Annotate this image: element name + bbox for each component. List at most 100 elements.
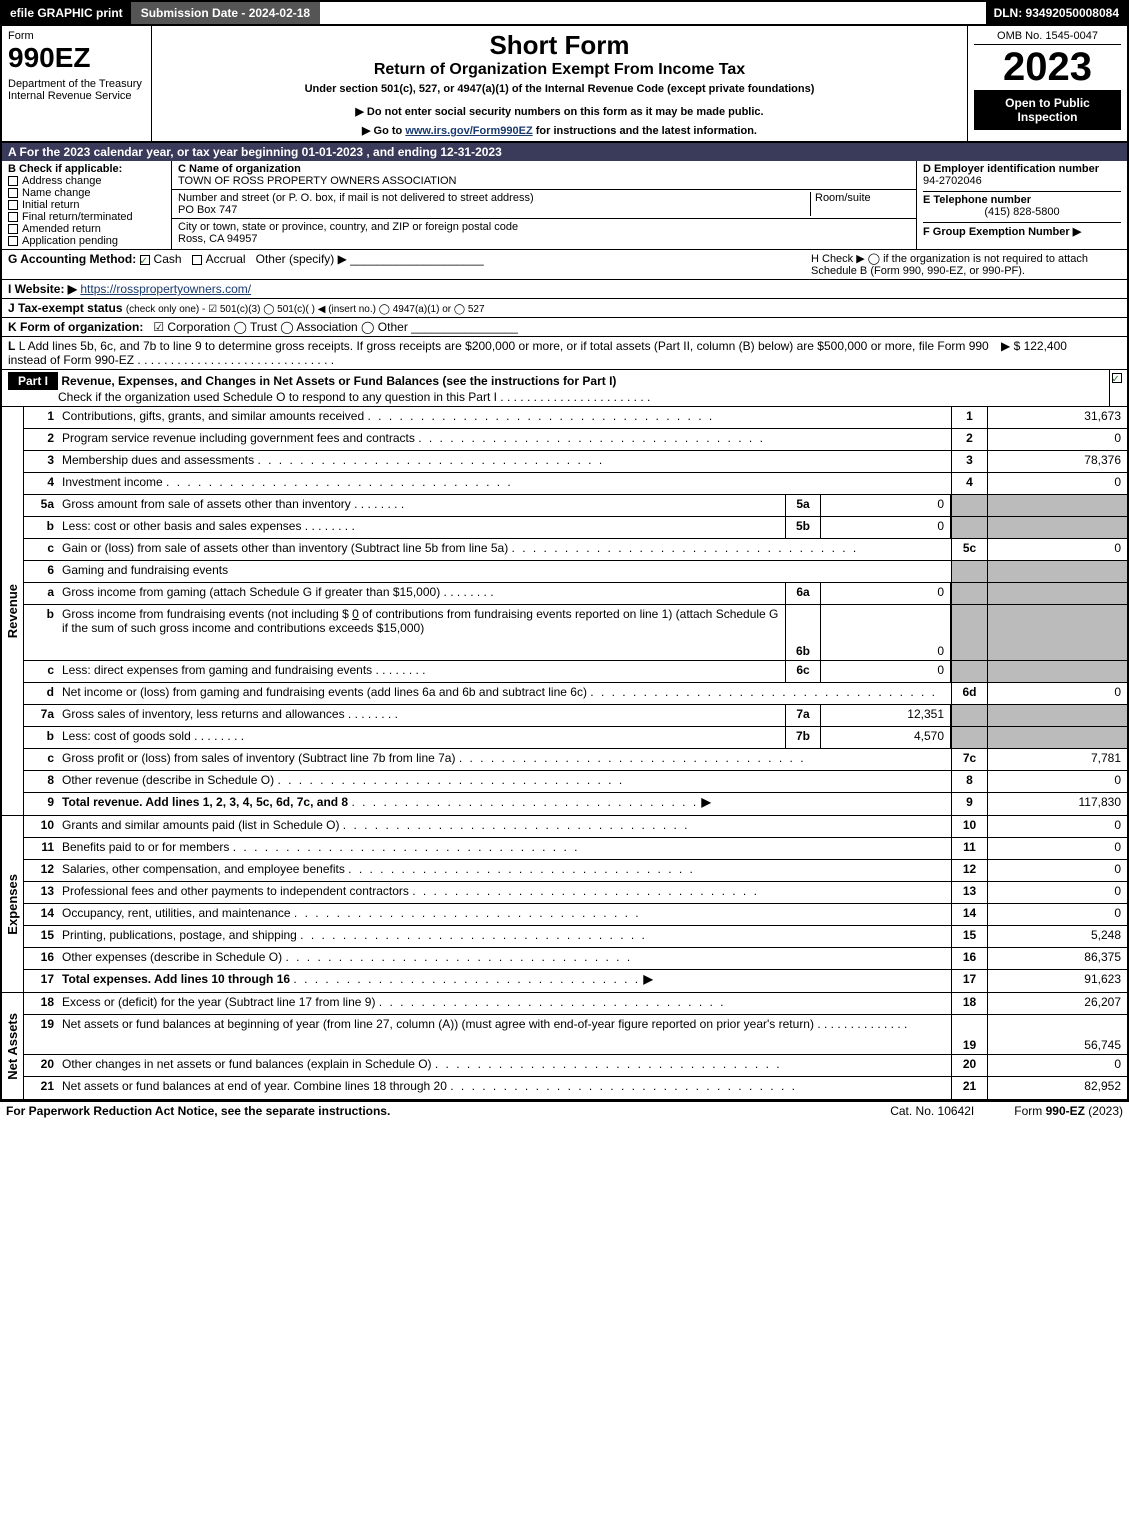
line-6c: c Less: direct expenses from gaming and …	[24, 661, 1127, 683]
line-6a: a Gross income from gaming (attach Sched…	[24, 583, 1127, 605]
row-j-tax-exempt: J Tax-exempt status (check only one) - ☑…	[0, 299, 1129, 318]
omb-number: OMB No. 1545-0047	[974, 30, 1121, 45]
street-value: PO Box 747	[178, 204, 810, 216]
chk-amended-return[interactable]: Amended return	[8, 223, 165, 235]
chk-application-pending[interactable]: Application pending	[8, 235, 165, 247]
line-7c: c Gross profit or (loss) from sales of i…	[24, 749, 1127, 771]
section-j-label: J Tax-exempt status	[8, 301, 123, 315]
irs-url-link[interactable]: www.irs.gov/Form990EZ	[405, 125, 532, 137]
part-i-checkbox[interactable]	[1112, 373, 1122, 383]
l-text: L Add lines 5b, 6c, and 7b to line 9 to …	[8, 339, 989, 367]
org-name: TOWN OF ROSS PROPERTY OWNERS ASSOCIATION	[178, 175, 910, 187]
line-6-header: 6 Gaming and fundraising events	[24, 561, 1127, 583]
accrual-label: Accrual	[206, 252, 246, 266]
line-2: 2 Program service revenue including gove…	[24, 429, 1127, 451]
short-form-title: Short Form	[158, 30, 961, 61]
chk-address-change[interactable]: Address change	[8, 175, 165, 187]
section-b-title: B Check if applicable:	[8, 163, 165, 175]
j-options: (check only one) - ☑ 501(c)(3) ◯ 501(c)(…	[126, 304, 485, 315]
line-16: 16 Other expenses (describe in Schedule …	[24, 948, 1127, 970]
line-15: 15 Printing, publications, postage, and …	[24, 926, 1127, 948]
l-amount: ▶ $ 122,400	[1001, 339, 1121, 367]
form-header: Form 990EZ Department of the Treasury In…	[0, 26, 1129, 143]
line-5a: 5a Gross amount from sale of assets othe…	[24, 495, 1127, 517]
line-19: 19 Net assets or fund balances at beginn…	[24, 1015, 1127, 1055]
dln: DLN: 93492050008084	[986, 2, 1127, 24]
label-org-name: C Name of organization	[178, 163, 910, 175]
row-l-gross-receipts: L L Add lines 5b, 6c, and 7b to line 9 t…	[0, 337, 1129, 370]
line-9: 9 Total revenue. Add lines 1, 2, 3, 4, 5…	[24, 793, 1127, 815]
section-i-label: I Website: ▶	[8, 282, 77, 296]
main-title: Return of Organization Exempt From Incom…	[158, 61, 961, 79]
side-label-revenue: Revenue	[5, 584, 20, 638]
line-14: 14 Occupancy, rent, utilities, and maint…	[24, 904, 1127, 926]
goto-link-row: ▶ Go to www.irs.gov/Form990EZ for instru…	[158, 124, 961, 137]
revenue-section: Revenue 1 Contributions, gifts, grants, …	[0, 407, 1129, 816]
line-21: 21 Net assets or fund balances at end of…	[24, 1077, 1127, 1099]
line-11: 11 Benefits paid to or for members 11 0	[24, 838, 1127, 860]
label-ein: D Employer identification number	[923, 163, 1121, 175]
line-18: 18 Excess or (deficit) for the year (Sub…	[24, 993, 1127, 1015]
footer-form-ref: Form 990-EZ (2023)	[1014, 1104, 1123, 1118]
line-7b: b Less: cost of goods sold . . . . . . .…	[24, 727, 1127, 749]
room-suite-label: Room/suite	[810, 192, 910, 216]
other-specify: Other (specify) ▶	[256, 252, 347, 266]
line-1: 1 Contributions, gifts, grants, and simi…	[24, 407, 1127, 429]
section-h: H Check ▶ ◯ if the organization is not r…	[811, 252, 1121, 277]
chk-name-change[interactable]: Name change	[8, 187, 165, 199]
part-i-check-text: Check if the organization used Schedule …	[58, 390, 497, 404]
website-link[interactable]: https://rosspropertyowners.com/	[80, 282, 251, 296]
under-section: Under section 501(c), 527, or 4947(a)(1)…	[158, 83, 961, 95]
top-bar: efile GRAPHIC print Submission Date - 20…	[0, 0, 1129, 26]
irs-label: Internal Revenue Service	[8, 90, 145, 102]
section-k-label: K Form of organization:	[8, 320, 143, 334]
line-6d: d Net income or (loss) from gaming and f…	[24, 683, 1127, 705]
goto-prefix: ▶ Go to	[362, 125, 405, 137]
chk-accrual[interactable]	[192, 255, 202, 265]
line-5c: c Gain or (loss) from sale of assets oth…	[24, 539, 1127, 561]
side-label-expenses: Expenses	[5, 874, 20, 935]
k-options: ☑ Corporation ◯ Trust ◯ Association ◯ Ot…	[153, 320, 407, 334]
page-footer: For Paperwork Reduction Act Notice, see …	[0, 1101, 1129, 1120]
chk-final-return[interactable]: Final return/terminated	[8, 211, 165, 223]
form-number: 990EZ	[8, 42, 145, 74]
submission-date: Submission Date - 2024-02-18	[131, 2, 320, 24]
line-6b: b Gross income from fundraising events (…	[24, 605, 1127, 661]
ein-value: 94-2702046	[923, 175, 1121, 187]
label-phone: E Telephone number	[923, 191, 1121, 206]
line-10: 10 Grants and similar amounts paid (list…	[24, 816, 1127, 838]
dept-treasury: Department of the Treasury	[8, 78, 145, 90]
org-info-block: B Check if applicable: Address change Na…	[0, 161, 1129, 250]
tax-year: 2023	[974, 45, 1121, 90]
phone-value: (415) 828-5800	[923, 206, 1121, 218]
goto-suffix: for instructions and the latest informat…	[536, 125, 757, 137]
footer-paperwork: For Paperwork Reduction Act Notice, see …	[6, 1104, 390, 1118]
section-a-tax-year: A For the 2023 calendar year, or tax yea…	[0, 143, 1129, 161]
side-label-netassets: Net Assets	[5, 1013, 20, 1080]
section-g-label: G Accounting Method:	[8, 252, 136, 266]
label-group-exemption: F Group Exemption Number ▶	[923, 222, 1121, 238]
line-7a: 7a Gross sales of inventory, less return…	[24, 705, 1127, 727]
row-k-form-org: K Form of organization: ☑ Corporation ◯ …	[0, 318, 1129, 337]
chk-initial-return[interactable]: Initial return	[8, 199, 165, 211]
part-i-label: Part I	[8, 372, 58, 390]
line-8: 8 Other revenue (describe in Schedule O)…	[24, 771, 1127, 793]
form-word: Form	[8, 30, 145, 42]
cash-label: Cash	[154, 252, 182, 266]
line-4: 4 Investment income 4 0	[24, 473, 1127, 495]
line-5b: b Less: cost or other basis and sales ex…	[24, 517, 1127, 539]
net-assets-section: Net Assets 18 Excess or (deficit) for th…	[0, 993, 1129, 1101]
no-ssn-warning: ▶ Do not enter social security numbers o…	[158, 105, 961, 118]
open-public-inspection: Open to Public Inspection	[974, 90, 1121, 130]
chk-cash[interactable]	[140, 255, 150, 265]
label-city: City or town, state or province, country…	[178, 221, 910, 233]
line-17: 17 Total expenses. Add lines 10 through …	[24, 970, 1127, 992]
part-i-header: Part I Revenue, Expenses, and Changes in…	[0, 370, 1129, 407]
line-13: 13 Professional fees and other payments …	[24, 882, 1127, 904]
line-12: 12 Salaries, other compensation, and emp…	[24, 860, 1127, 882]
line-20: 20 Other changes in net assets or fund b…	[24, 1055, 1127, 1077]
efile-link[interactable]: efile GRAPHIC print	[2, 2, 131, 24]
city-value: Ross, CA 94957	[178, 233, 910, 245]
line-3: 3 Membership dues and assessments 3 78,3…	[24, 451, 1127, 473]
part-i-title: Revenue, Expenses, and Changes in Net As…	[61, 374, 616, 388]
